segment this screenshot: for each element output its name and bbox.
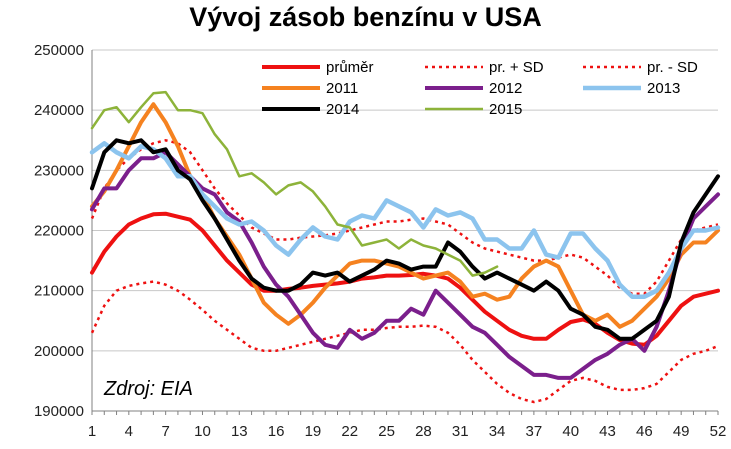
legend-label: 2011 <box>326 80 358 97</box>
x-tick-label: 28 <box>415 423 432 440</box>
x-tick-label: 10 <box>194 423 211 440</box>
series-line-pr-sd <box>90 139 719 295</box>
x-tick-label: 52 <box>710 423 727 440</box>
x-tick-label: 22 <box>341 423 358 440</box>
legend-label: 2013 <box>647 80 680 97</box>
y-tick-label: 250000 <box>34 42 84 59</box>
y-tick-label: 230000 <box>34 162 84 179</box>
gridlines <box>92 49 718 412</box>
legend-label: 2014 <box>326 101 359 118</box>
x-tick-label: 4 <box>125 423 133 440</box>
y-tick-label: 220000 <box>34 223 84 240</box>
x-tick-label: 31 <box>452 423 469 440</box>
y-tick-label: 190000 <box>34 403 84 420</box>
series-line-2015 <box>90 90 499 277</box>
legend-label: 2015 <box>489 101 522 118</box>
x-tick-label: 34 <box>489 423 506 440</box>
legend-label: pr. + SD <box>489 59 544 76</box>
legend-label: 2012 <box>489 80 522 97</box>
x-tick-label: 16 <box>268 423 285 440</box>
series-line-2014 <box>90 138 720 341</box>
x-tick-label: 13 <box>231 423 248 440</box>
x-tick-label: 43 <box>599 423 616 440</box>
x-tick-label: 46 <box>636 423 653 440</box>
series-line-2013 <box>89 141 721 299</box>
series-lines <box>89 90 721 404</box>
series-line-2011 <box>90 102 720 329</box>
y-tick-label: 210000 <box>34 283 84 300</box>
x-tick-label: 19 <box>305 423 322 440</box>
x-tick-label: 40 <box>562 423 579 440</box>
x-tick-label: 49 <box>673 423 690 440</box>
y-tick-label: 200000 <box>34 343 84 360</box>
legend-label: pr. - SD <box>647 59 698 76</box>
x-tick-label: 25 <box>378 423 395 440</box>
x-tick-label: 7 <box>161 423 169 440</box>
x-tick-label: 37 <box>526 423 543 440</box>
axes: 190000 200000 210000 220000 230000 240000 2500… <box>34 42 726 440</box>
legend-label: průměr <box>326 59 374 76</box>
source-label: Zdroj: EIA <box>103 378 193 400</box>
legend: průměr pr. + SD pr. - SD 2011 2012 2013 2014 20… <box>262 59 698 118</box>
x-tick-label: 1 <box>88 423 96 440</box>
y-tick-label: 240000 <box>34 102 84 119</box>
chart-title: Vývoj zásob benzínu v USA <box>189 2 542 32</box>
